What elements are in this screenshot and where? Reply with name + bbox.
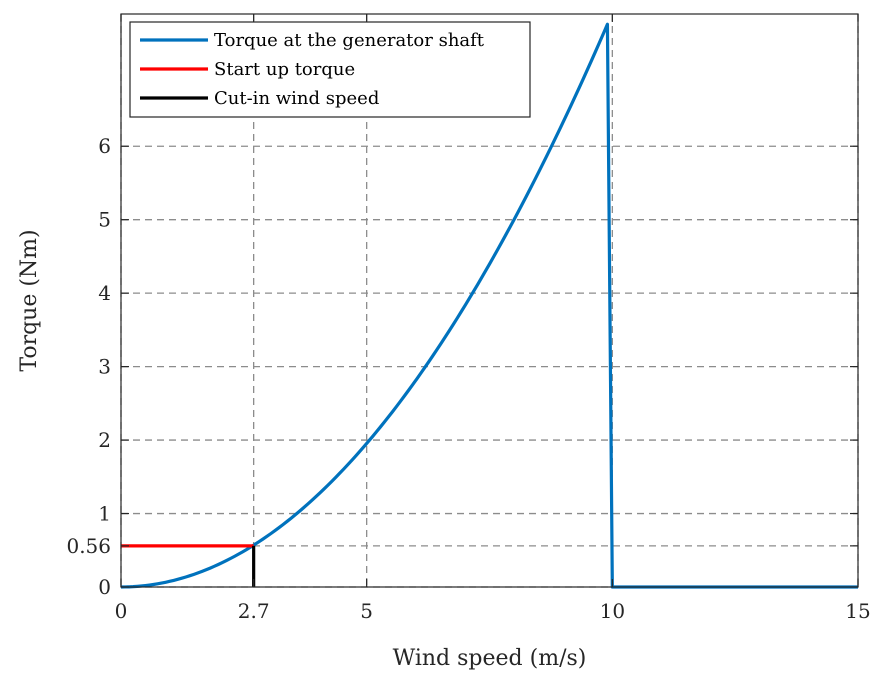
y-tick-label: 1 xyxy=(98,502,111,526)
x-tick-label: 5 xyxy=(360,599,373,623)
legend-entry-label: Cut-in wind speed xyxy=(214,88,379,109)
series-0 xyxy=(120,22,859,589)
y-tick-label: 6 xyxy=(98,134,111,158)
y-tick-label: 0.56 xyxy=(66,534,111,558)
plot-area-frame xyxy=(120,13,859,588)
y-tick-label: 5 xyxy=(98,208,111,232)
x-tick-label: 15 xyxy=(845,599,870,623)
legend: Torque at the generator shaft Start up to… xyxy=(129,21,531,118)
legend-entry-label: Torque at the generator shaft xyxy=(214,30,485,51)
y-tick-label: 0 xyxy=(98,575,111,599)
axis-ticks: 0 2.7 5 10 15 0 0.56 1 2 3 4 5 6 xyxy=(66,14,871,623)
torque-curve xyxy=(120,22,858,589)
x-tick-label: 10 xyxy=(600,599,625,623)
x-axis-label: Wind speed (m/s) xyxy=(393,646,587,671)
y-tick-label: 4 xyxy=(98,281,111,305)
legend-entry-label: Start up torque xyxy=(214,59,355,80)
y-tick-label: 2 xyxy=(98,428,111,452)
x-tick-label: 2.7 xyxy=(238,599,270,623)
x-tick-label: 0 xyxy=(115,599,128,623)
y-axis-label: Torque (Nm) xyxy=(17,229,42,371)
y-tick-label: 3 xyxy=(98,355,111,379)
